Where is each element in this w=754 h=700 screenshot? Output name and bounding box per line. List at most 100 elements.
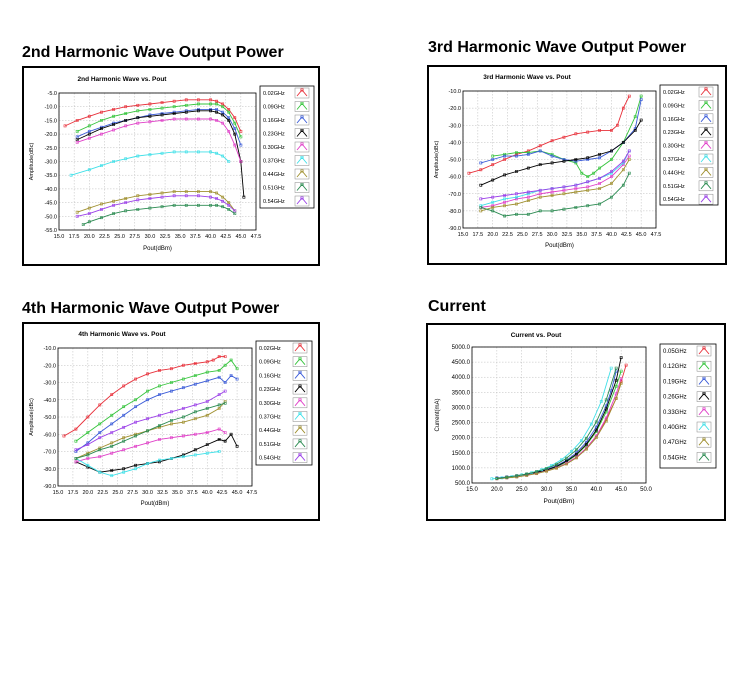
data-point	[184, 103, 188, 107]
data-point	[491, 158, 495, 161]
legend-swatch-marker	[704, 141, 708, 145]
data-point	[491, 209, 495, 213]
series-line	[63, 356, 226, 437]
legend-label: 0.51GHz	[663, 184, 685, 190]
x-tick-label: 42.5	[220, 234, 231, 240]
data-point	[242, 195, 246, 199]
data-point	[170, 367, 173, 371]
y-tick-label: 1500.0	[452, 451, 471, 457]
data-point	[594, 436, 598, 440]
legend-swatch	[696, 406, 712, 418]
data-point	[205, 406, 209, 410]
x-tick-label: 35.0	[566, 487, 578, 493]
legend-label: 0.02GHz	[663, 90, 685, 96]
series-0.23GHz	[75, 109, 246, 199]
legend-swatch-marker	[702, 392, 706, 396]
data-point	[146, 429, 149, 433]
data-point	[197, 150, 200, 154]
data-point	[621, 106, 625, 110]
data-point	[158, 460, 161, 464]
data-point	[122, 470, 126, 474]
x-tick-label: 15.0	[53, 490, 64, 496]
chart-title: 2nd Harmonic Wave vs. Pout	[78, 76, 168, 83]
legend-swatch-line	[294, 357, 306, 365]
data-point	[515, 154, 518, 158]
data-point	[503, 200, 506, 204]
data-point	[515, 212, 518, 216]
legend-label: 0.54GHz	[259, 456, 281, 462]
data-point	[555, 466, 558, 470]
data-point	[550, 154, 554, 158]
data-point	[221, 199, 225, 203]
data-point	[614, 384, 618, 388]
data-point	[172, 194, 176, 198]
x-tick-label: 45.0	[615, 487, 627, 493]
chart-current: Current vs. Pout 15.0 20.0 25.0 30.0 35.0 40.0…	[435, 332, 717, 505]
data-point	[221, 110, 225, 114]
data-point	[215, 110, 219, 114]
data-point	[490, 477, 494, 481]
legend-swatch	[696, 360, 712, 372]
legend-swatch	[696, 421, 712, 433]
data-point	[215, 151, 219, 155]
x-tick-label: 42.5	[217, 490, 228, 496]
data-point	[100, 127, 103, 131]
data-point	[160, 191, 164, 195]
y-tick-label: 3000.0	[452, 405, 471, 411]
data-point	[87, 129, 91, 133]
data-point	[586, 130, 590, 134]
x-tick-label: 47.5	[247, 490, 258, 496]
legend-label: 0.02GHz	[263, 91, 285, 97]
data-point	[158, 458, 161, 462]
data-point	[239, 129, 243, 133]
x-tick-label: 15.0	[54, 234, 65, 240]
data-point	[215, 108, 219, 111]
data-point	[160, 205, 164, 209]
series-line	[75, 375, 238, 452]
series-line	[77, 118, 242, 162]
data-point	[586, 188, 590, 192]
y-tick-label: -80.0	[448, 209, 461, 215]
data-point	[627, 154, 631, 158]
legend-swatch-line	[296, 89, 308, 97]
data-point	[503, 194, 506, 197]
data-point	[112, 123, 115, 126]
data-point	[110, 474, 114, 478]
legend-swatch-line	[698, 377, 710, 385]
series-0.09GHz	[75, 102, 243, 139]
legend-label: 0.37GHz	[263, 159, 285, 165]
legend-swatch-line	[700, 101, 712, 109]
data-point	[221, 121, 225, 125]
legend-swatch-marker	[300, 128, 304, 132]
plot-frame	[58, 92, 257, 231]
data-point	[197, 190, 200, 194]
y-tick-label: -90.0	[448, 226, 461, 232]
data-point	[112, 212, 115, 215]
data-point	[562, 159, 566, 163]
data-point	[215, 118, 219, 122]
data-point	[197, 203, 200, 207]
data-point	[526, 166, 530, 170]
data-point	[170, 419, 173, 422]
data-point	[538, 144, 542, 148]
data-point	[479, 197, 483, 201]
x-tick-label: 17.5	[69, 234, 80, 240]
data-point	[197, 102, 200, 106]
data-point	[134, 398, 138, 402]
data-point	[193, 374, 197, 378]
data-point	[503, 152, 506, 156]
data-point	[621, 168, 625, 172]
legend-swatch-line	[296, 183, 308, 191]
data-point	[233, 127, 237, 131]
chart-panel-3rd-harmonic: 3rd Harmonic Wave vs. Pout 15.0 17.5 20.0 22…	[427, 65, 727, 265]
data-point	[574, 187, 578, 191]
data-point	[193, 453, 197, 457]
x-tick-label: 25.0	[516, 487, 528, 493]
data-point	[209, 98, 212, 102]
data-point	[639, 118, 643, 122]
legend-label: 0.40GHz	[663, 425, 687, 431]
data-point	[172, 105, 176, 109]
data-point	[74, 439, 78, 443]
data-point	[503, 204, 506, 208]
data-point	[609, 366, 613, 370]
